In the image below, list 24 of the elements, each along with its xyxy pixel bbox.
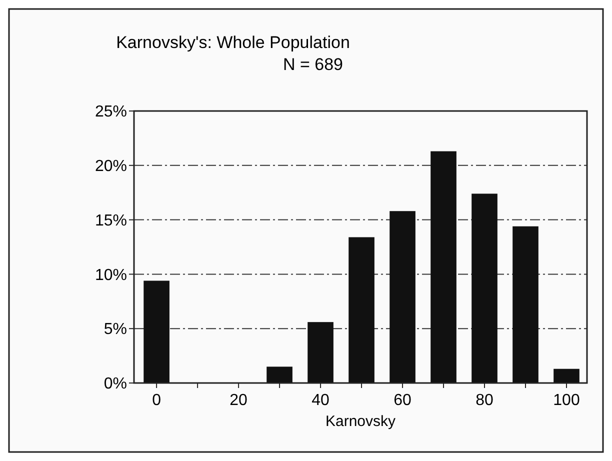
bar (266, 366, 292, 383)
bar (308, 322, 334, 383)
x-tick-label: 80 (476, 392, 494, 409)
bar (512, 226, 538, 383)
bar (390, 211, 416, 383)
y-tick-label: 0% (104, 376, 127, 393)
bar (144, 280, 170, 383)
y-tick-label: 20% (94, 158, 127, 175)
bar (554, 368, 580, 383)
bar (348, 237, 374, 383)
x-tick-label: 60 (394, 392, 412, 409)
bar (472, 194, 498, 383)
x-tick-label: 100 (553, 392, 580, 409)
x-tick-label: 0 (152, 392, 162, 409)
bar (430, 151, 456, 383)
y-tick-label: 5% (104, 321, 127, 338)
y-tick-label: 15% (94, 212, 127, 230)
y-tick-label: 25% (94, 104, 127, 121)
chart-subtitle: N = 689 (282, 55, 344, 74)
x-tick-label: 20 (230, 392, 248, 409)
chart-title: Karnovsky's: Whole Population (116, 33, 350, 52)
x-tick-label: 40 (312, 392, 330, 409)
x-axis-title: Karnovsky (325, 413, 396, 430)
y-tick-label: 10% (94, 266, 127, 284)
